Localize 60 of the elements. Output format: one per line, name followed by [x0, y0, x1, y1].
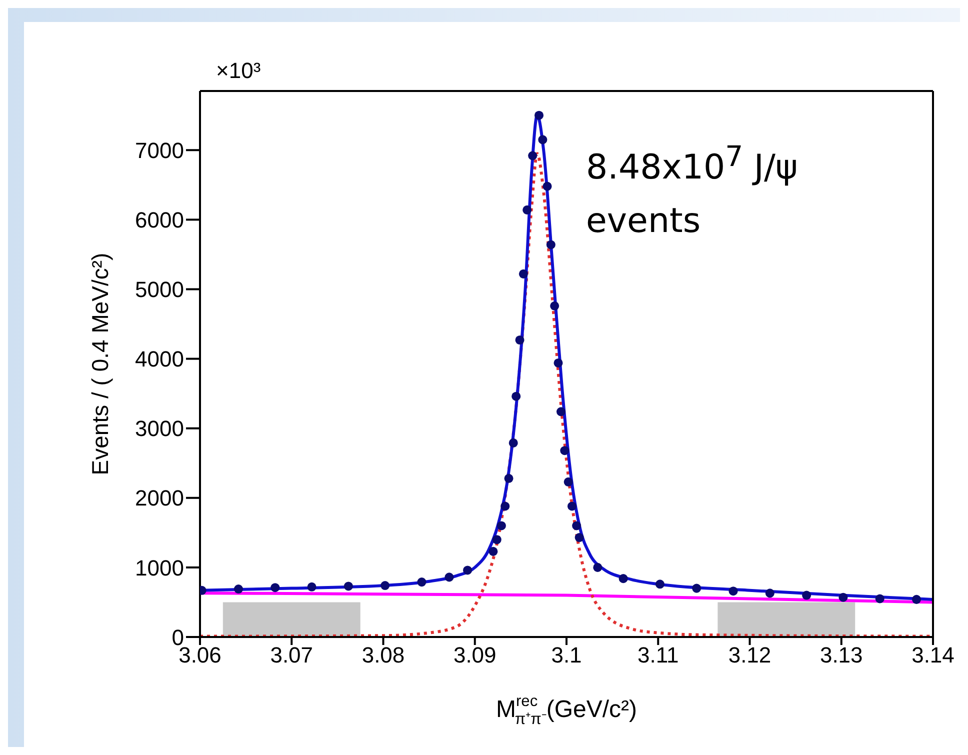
- point: [560, 446, 570, 456]
- text: 8.48x10$^{7}$ J/ψ events: [586, 140, 798, 242]
- point: [234, 584, 243, 594]
- point: [550, 301, 560, 310]
- point: [728, 586, 738, 596]
- point: [492, 535, 502, 544]
- text: ×10³: [216, 58, 261, 84]
- y-tick-label: 7000: [135, 138, 184, 163]
- point: [307, 582, 316, 592]
- point: [488, 546, 498, 556]
- point: [574, 533, 584, 542]
- point: [546, 240, 556, 250]
- point: [528, 151, 538, 160]
- point: [838, 592, 848, 602]
- point: [618, 574, 628, 584]
- point: [500, 502, 510, 511]
- y-tick-label: 6000: [135, 207, 184, 232]
- point: [564, 477, 573, 486]
- x-tick-label: 3.07: [270, 642, 314, 668]
- point: [534, 110, 544, 120]
- point: [542, 182, 552, 191]
- point: [515, 336, 524, 345]
- x-tick-label: 3.1: [551, 642, 582, 668]
- y-tick-label: 2000: [135, 486, 184, 511]
- x-tick-label: 3.13: [820, 642, 863, 668]
- point: [417, 578, 426, 587]
- point: [912, 594, 922, 604]
- point: [344, 582, 353, 591]
- point: [496, 521, 506, 530]
- point: [508, 438, 518, 448]
- x-tick-label: 3.12: [728, 642, 772, 668]
- point: [504, 474, 514, 483]
- point: [593, 562, 602, 572]
- point: [567, 502, 577, 511]
- point: [802, 590, 812, 600]
- point: [554, 358, 563, 368]
- x-axis-title: M$^{rec}$$_{π⁺π⁻}$(GeV/c²): [496, 693, 638, 728]
- x-tick-label: 3.14: [912, 642, 954, 668]
- point: [522, 205, 532, 214]
- point: [692, 584, 702, 593]
- y-axis-title: Events / ( 0.4 MeV/c²): [87, 252, 114, 476]
- x-tick-label: 3.11: [638, 642, 679, 668]
- x-tick-label: 3.08: [362, 642, 405, 668]
- point: [518, 269, 528, 278]
- x-tick-label: 3.09: [453, 642, 496, 668]
- y-tick-label: 4000: [135, 346, 184, 372]
- point: [572, 521, 582, 530]
- point: [512, 392, 521, 401]
- y-tick-label: 5000: [135, 277, 184, 302]
- point: [765, 588, 774, 598]
- point: [875, 594, 884, 604]
- point: [270, 583, 280, 592]
- point: [538, 135, 548, 144]
- point: [444, 572, 454, 582]
- y-tick-label: 1000: [135, 555, 184, 580]
- point: [556, 407, 566, 416]
- point: [655, 580, 664, 589]
- point: [380, 581, 390, 590]
- point: [463, 566, 472, 575]
- y-tick-label: 3000: [135, 416, 184, 442]
